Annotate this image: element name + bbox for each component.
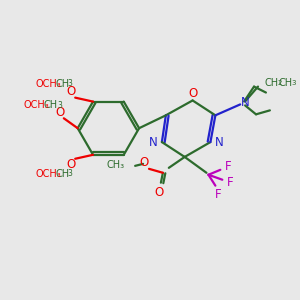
Text: CH₃: CH₃ xyxy=(106,160,124,170)
Text: N: N xyxy=(215,136,224,148)
Text: 3: 3 xyxy=(291,80,296,85)
Text: F: F xyxy=(227,176,234,189)
Text: O: O xyxy=(140,156,149,170)
Text: 2: 2 xyxy=(278,80,282,85)
Text: CH: CH xyxy=(55,79,69,89)
Text: 3: 3 xyxy=(68,79,73,88)
Text: O: O xyxy=(55,106,64,119)
Text: N: N xyxy=(148,136,157,148)
Text: CH: CH xyxy=(44,100,58,110)
Text: N: N xyxy=(241,96,250,109)
Text: F: F xyxy=(215,188,222,201)
Text: O: O xyxy=(67,158,76,171)
Text: 3: 3 xyxy=(68,169,73,178)
Text: OCH₃: OCH₃ xyxy=(36,79,61,89)
Text: 3: 3 xyxy=(57,101,62,110)
Text: F: F xyxy=(225,160,232,173)
Text: O: O xyxy=(67,85,76,98)
Text: OCH₃: OCH₃ xyxy=(23,100,49,110)
Text: O: O xyxy=(188,87,197,100)
Text: CH: CH xyxy=(55,169,69,178)
Text: OCH₃: OCH₃ xyxy=(36,169,61,178)
Text: O: O xyxy=(154,186,164,199)
Text: CH: CH xyxy=(279,78,293,88)
Text: CH: CH xyxy=(265,78,279,88)
